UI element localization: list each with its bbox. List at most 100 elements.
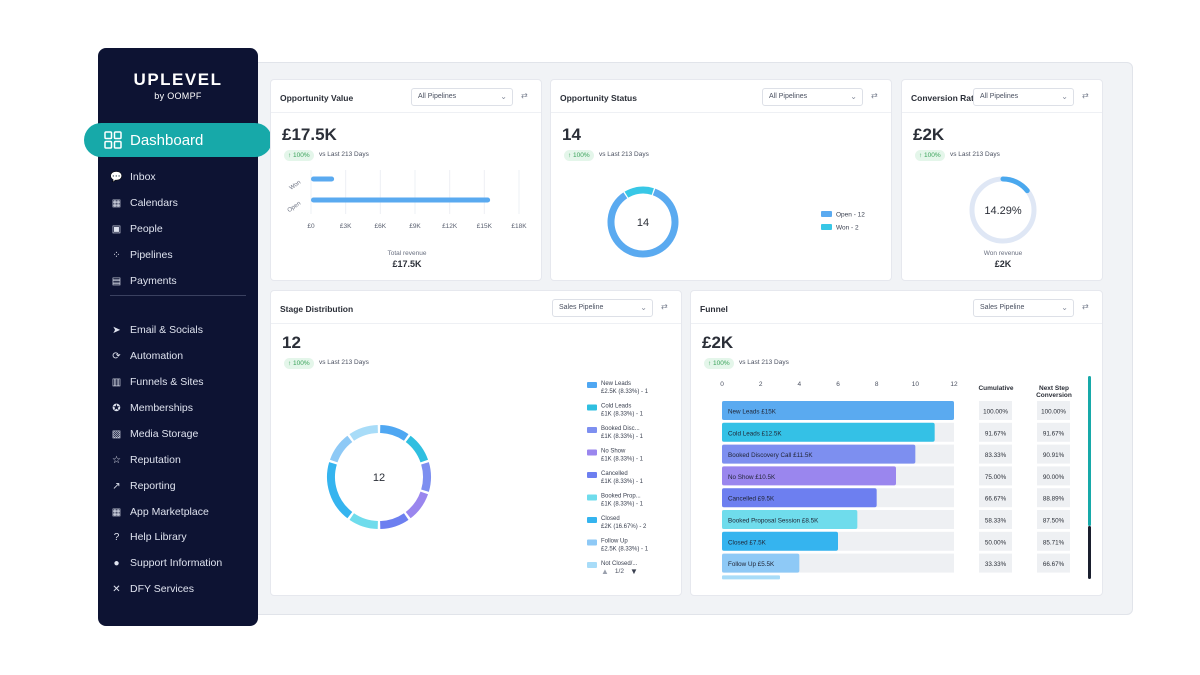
cumulative-value: 50.00%	[985, 539, 1007, 546]
swap-icon[interactable]: ⇄	[1082, 302, 1089, 311]
pipeline-select[interactable]: All Pipelines ⌄	[411, 88, 513, 106]
select-value: All Pipelines	[769, 93, 808, 100]
sidebar-item-label: Pipelines	[130, 249, 173, 261]
cumulative-value: 33.33%	[985, 561, 1007, 568]
sidebar-item-inbox[interactable]: 💬 Inbox	[110, 167, 155, 187]
question-icon: ?	[113, 531, 120, 543]
contacts-icon: ▣	[111, 223, 122, 235]
opportunity-value-chart: £0 £3K £6K £9K £12K £15K £18K Won Open	[287, 170, 527, 230]
cumulative-value: 83.33%	[985, 452, 1007, 459]
bar	[722, 466, 896, 486]
legend-detail: £1K (8.33%) - 1	[601, 412, 644, 418]
pipeline-select[interactable]: Sales Pipeline ⌄	[552, 299, 653, 317]
next-step-header-line2: Conversion	[1036, 392, 1072, 399]
legend-swatch	[587, 562, 597, 568]
pager-text: 1/2	[614, 568, 624, 575]
sidebar-item-label: Automation	[130, 350, 184, 362]
swap-icon[interactable]: ⇄	[521, 91, 528, 100]
x-tick-label: 0	[720, 381, 724, 388]
next-step-cell	[1037, 553, 1070, 573]
brand-sub: by OOMPF	[154, 91, 202, 101]
sidebar-item-memberships[interactable]: ✪ Memberships	[110, 398, 193, 418]
x-tick-label: £15K	[477, 223, 493, 230]
y-tick-label: Open	[287, 201, 302, 214]
cumulative-value: 58.33%	[985, 518, 1007, 525]
next-step-header: Next Step Conversion	[1034, 385, 1074, 399]
next-step-cell	[1037, 488, 1070, 508]
scrollbar-thumb[interactable]	[1088, 376, 1091, 526]
donut-slice	[405, 491, 429, 519]
legend-label: Booked Disc...	[601, 426, 640, 432]
pipeline-select[interactable]: Sales Pipeline ⌄	[973, 299, 1074, 317]
image-icon: ▨	[111, 428, 122, 440]
dashboard-icon	[104, 131, 122, 149]
pipeline-select[interactable]: All Pipelines ⌄	[973, 88, 1074, 106]
divider	[691, 323, 1102, 324]
sidebar-item-people[interactable]: ▣ People	[110, 219, 163, 239]
chevron-down-icon: ⌄	[640, 303, 647, 312]
pager-up-icon[interactable]: ▲	[601, 567, 609, 576]
swap-icon[interactable]: ⇄	[661, 302, 668, 311]
sidebar-item-app-marketplace[interactable]: ▦ App Marketplace	[110, 502, 209, 522]
legend-detail: £1K (8.33%) - 1	[601, 502, 644, 508]
sidebar-item-dashboard[interactable]: Dashboard	[84, 123, 272, 157]
calendar-icon: ▦	[111, 197, 122, 209]
card-title: Funnel	[700, 304, 728, 314]
next-step-cell	[1037, 510, 1070, 529]
sidebar-item-funnels-sites[interactable]: ▥ Funnels & Sites	[110, 372, 204, 392]
sidebar-item-calendars[interactable]: ▦ Calendars	[110, 193, 178, 213]
sidebar-item-email-socials[interactable]: ➤ Email & Socials	[110, 320, 203, 340]
sidebar-item-pipelines[interactable]: ⁘ Pipelines	[110, 245, 173, 265]
sidebar-item-media-storage[interactable]: ▨ Media Storage	[110, 424, 199, 444]
sidebar-item-label: Payments	[130, 275, 177, 287]
cumulative-cell	[979, 488, 1012, 508]
sidebar-item-support-information[interactable]: ● Support Information	[110, 553, 222, 573]
footer-label: Total revenue	[387, 250, 427, 257]
bar-label: Closed £7.5K	[728, 539, 767, 546]
donut-slice	[349, 513, 379, 529]
legend-swatch	[587, 517, 597, 523]
chevron-down-icon: ⌄	[850, 92, 857, 101]
bar-label: New Leads £15K	[728, 409, 777, 416]
funnel-chart: 0 2 4 6 8 10 12 New Leads £15K 100.00% 100.00% Col…	[720, 381, 1070, 580]
legend-swatch	[587, 449, 597, 456]
swap-icon[interactable]: ⇄	[871, 91, 878, 100]
donut-slice	[1000, 176, 1030, 194]
cumulative-cell	[979, 444, 1012, 464]
sidebar-item-dfy-services[interactable]: ✕ DFY Services	[110, 579, 194, 599]
cumulative-cell	[979, 510, 1012, 529]
cumulative-cell	[979, 531, 1012, 551]
bar	[722, 422, 935, 442]
sidebar-item-reporting[interactable]: ↗ Reporting	[110, 476, 175, 496]
x-tick-label: £0	[307, 223, 315, 230]
pipeline-select[interactable]: All Pipelines ⌄	[762, 88, 863, 106]
sidebar-item-payments[interactable]: ▤ Payments	[110, 271, 177, 291]
x-tick-label: 8	[875, 381, 879, 388]
metric-value: 12	[282, 333, 301, 352]
bar	[311, 176, 335, 182]
divider	[271, 323, 681, 324]
bar-label: No Show £10.5K	[728, 474, 776, 481]
donut-slice	[421, 462, 431, 492]
sidebar-item-label: Calendars	[130, 197, 178, 209]
sidebar-item-help-library[interactable]: ? Help Library	[110, 527, 187, 547]
donut-center-value: 14	[637, 217, 649, 229]
payments-icon: ▤	[111, 275, 122, 287]
donut-slice	[349, 425, 379, 441]
sidebar-item-reputation[interactable]: ☆ Reputation	[110, 450, 181, 470]
funnel-icon: ▥	[111, 376, 122, 388]
scrollbar[interactable]	[1088, 376, 1091, 579]
next-step-value: 100.00%	[1041, 409, 1066, 416]
badge-icon: ✪	[112, 402, 121, 414]
tools-icon: ✕	[112, 583, 121, 595]
swap-icon[interactable]: ⇄	[1082, 91, 1089, 100]
y-tick-label: Won	[289, 180, 302, 192]
pager-down-icon[interactable]: ▼	[629, 567, 638, 576]
sidebar-item-automation[interactable]: ⟳ Automation	[110, 346, 183, 366]
chevron-down-icon: ⌄	[1061, 303, 1068, 312]
legend-detail: £1K (8.33%) - 1	[601, 434, 644, 440]
card-title: Stage Distribution	[280, 304, 354, 314]
donut-slice	[329, 435, 353, 463]
opportunity-value-card: Opportunity Value All Pipelines ⌄ ⇄ £17.5…	[270, 79, 542, 281]
brand-logo[interactable]: UPLEVEL by OOMPF	[98, 70, 258, 101]
